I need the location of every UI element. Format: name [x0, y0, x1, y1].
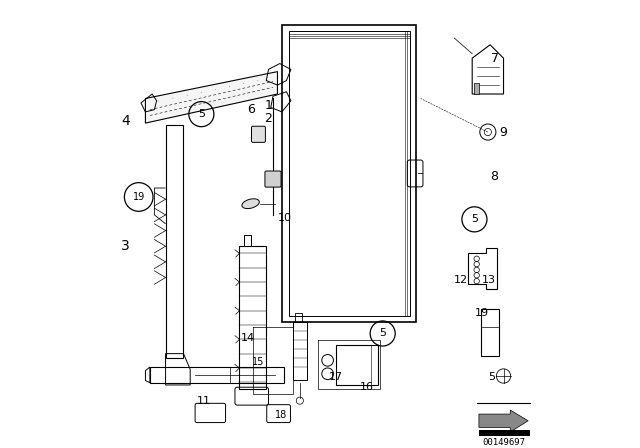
Text: 13: 13	[482, 275, 496, 285]
Text: 5: 5	[379, 328, 386, 339]
Text: 11: 11	[196, 396, 211, 405]
Bar	[335, 345, 378, 385]
Ellipse shape	[242, 199, 259, 209]
Text: 15: 15	[252, 357, 264, 367]
Bar	[481, 309, 499, 356]
Text: 5: 5	[471, 214, 478, 224]
Text: 18: 18	[275, 410, 287, 420]
Text: 5: 5	[198, 109, 205, 119]
Text: 12: 12	[454, 275, 468, 285]
Bar	[479, 430, 531, 436]
Bar	[474, 83, 479, 94]
Polygon shape	[479, 410, 528, 432]
Text: 9: 9	[499, 125, 507, 138]
Text: 16: 16	[360, 382, 374, 392]
Text: 10: 10	[278, 213, 291, 223]
Text: 5: 5	[488, 372, 495, 382]
Text: 7: 7	[491, 52, 499, 65]
Text: 17: 17	[328, 372, 343, 382]
Text: 14: 14	[241, 333, 255, 343]
Polygon shape	[145, 72, 278, 123]
Text: 2: 2	[264, 112, 273, 125]
Text: 1: 1	[264, 99, 273, 112]
Text: 3: 3	[121, 239, 130, 253]
FancyBboxPatch shape	[252, 126, 266, 142]
Text: 19: 19	[132, 192, 145, 202]
Text: 8: 8	[491, 170, 499, 183]
Text: 00149697: 00149697	[482, 438, 525, 447]
Text: 4: 4	[121, 114, 130, 128]
Text: 19: 19	[475, 308, 489, 319]
Text: 6: 6	[246, 103, 255, 116]
FancyBboxPatch shape	[265, 171, 281, 187]
